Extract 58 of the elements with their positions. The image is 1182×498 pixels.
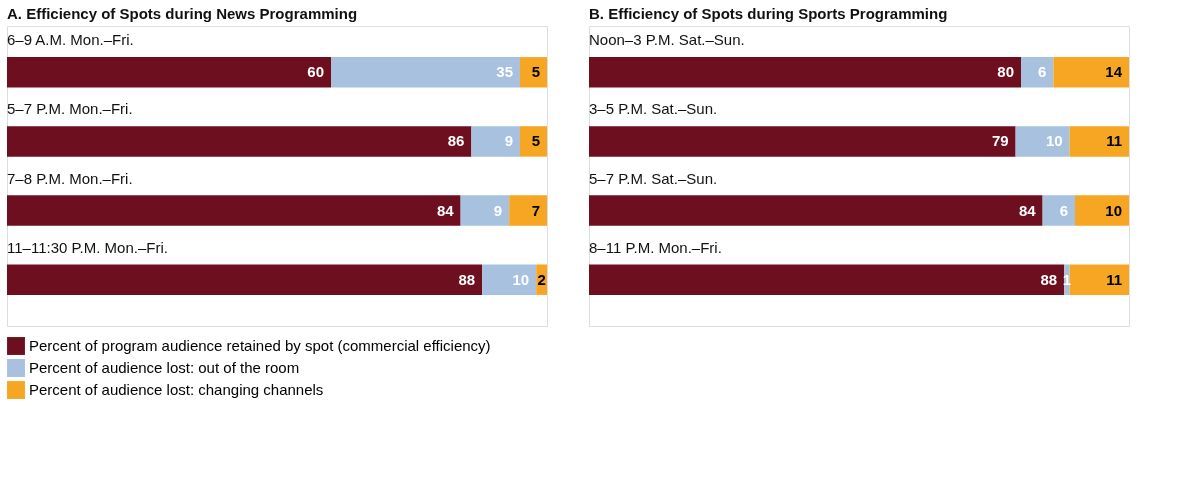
data-label: 10 [512, 270, 530, 288]
chart-title: B. Efficiency of Spots during Sports Programming [589, 5, 948, 22]
category-label: 5–7 P.M. Mon.–Fri. [7, 100, 133, 118]
bar [1015, 126, 1070, 157]
bar [482, 264, 537, 295]
chart-title: A. Efficiency of Spots during News Programming [7, 5, 358, 22]
data-label: 84 [436, 201, 455, 219]
legend-label: Percent of audience lost: out of the room [29, 359, 300, 376]
bar [471, 126, 520, 157]
data-label: 7 [531, 201, 540, 219]
category-label: 6–9 A.M. Mon.–Fri. [7, 31, 134, 49]
bar [7, 126, 472, 157]
bar [589, 57, 1021, 88]
data-label: 10 [1045, 132, 1063, 150]
data-label: 84 [1018, 201, 1037, 219]
bar [1069, 264, 1129, 295]
bar [331, 57, 520, 88]
data-label: 5 [531, 132, 540, 150]
data-label: 6 [1059, 201, 1068, 219]
bar [589, 264, 1065, 295]
data-label: 88 [1040, 270, 1058, 288]
bar [520, 57, 547, 88]
category-label: Noon–3 P.M. Sat.–Sun. [589, 31, 745, 49]
data-label: 11 [1106, 270, 1122, 288]
data-label: 9 [493, 201, 503, 219]
category-label: 8–11 P.M. Mon.–Fri. [589, 238, 722, 256]
data-label: 2 [537, 270, 546, 288]
data-label: 79 [991, 132, 1009, 150]
bar [1053, 57, 1129, 88]
category-label: 11–11:30 P.M. Mon.–Fri. [7, 238, 168, 256]
bar [7, 264, 483, 295]
data-label: 80 [997, 63, 1014, 81]
data-label: 35 [496, 63, 513, 81]
data-label: 6 [1038, 63, 1047, 81]
category-label: 7–8 P.M. Mon.–Fri. [7, 169, 133, 187]
category-label: 5–7 P.M. Sat.–Sun. [589, 169, 718, 187]
bar [7, 57, 331, 88]
data-label: 86 [447, 132, 465, 150]
data-label: 11 [1106, 132, 1122, 150]
bar [7, 195, 461, 226]
bar [589, 126, 1016, 157]
bar [520, 126, 547, 157]
category-label: 3–5 P.M. Sat.–Sun. [589, 100, 718, 118]
data-label: 14 [1105, 63, 1123, 81]
bar [509, 195, 547, 226]
data-label: 10 [1105, 201, 1122, 219]
bar [460, 195, 510, 226]
data-label: 9 [504, 132, 513, 150]
data-label: 60 [307, 63, 324, 81]
bar [589, 195, 1043, 226]
legend-label: Percent of program audience retained by spot (commercial efficiency) [29, 337, 491, 354]
data-label: 88 [458, 270, 476, 288]
data-label: 5 [531, 63, 540, 81]
bar [1021, 57, 1054, 88]
legend-label: Percent of audience lost: changing channels [29, 381, 324, 398]
bar [1042, 195, 1075, 226]
bar [1069, 126, 1129, 157]
bar [1075, 195, 1129, 226]
